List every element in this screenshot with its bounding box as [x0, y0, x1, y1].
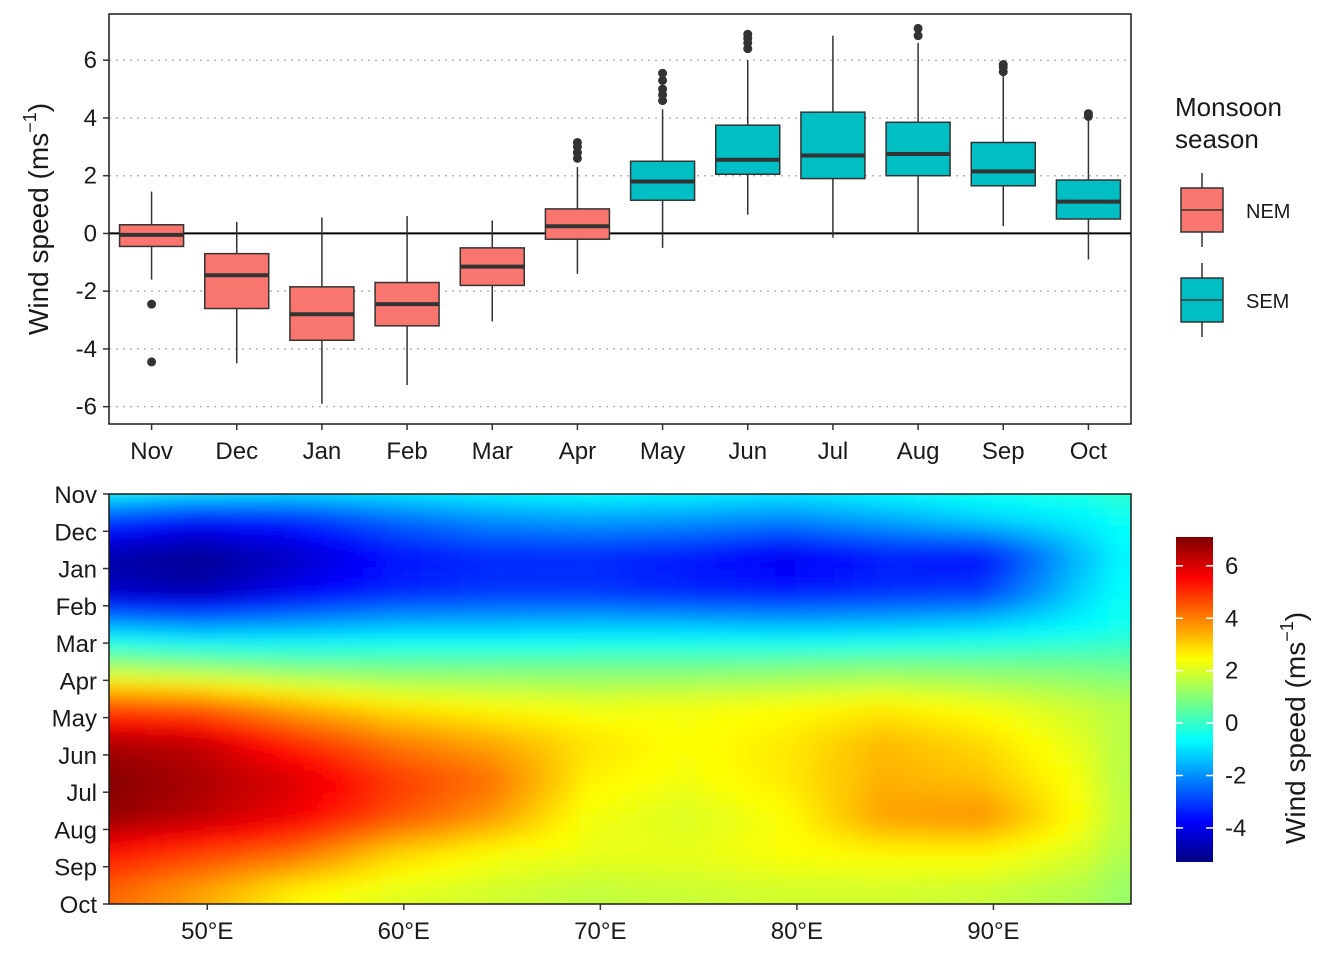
- x-tick-label: Sep: [982, 438, 1025, 465]
- legend-title-line-2: season: [1175, 124, 1259, 154]
- y-tick-label: Feb: [56, 594, 97, 621]
- box-nov: [118, 191, 185, 367]
- colorbar-bar: [1176, 537, 1213, 862]
- x-tick-label: May: [640, 438, 685, 465]
- y-tick-label: Mar: [56, 631, 97, 658]
- heatmap-cells: [109, 494, 1131, 904]
- legend-keys: NEM SEM: [1180, 173, 1290, 337]
- heatmap-x-ticks: 50°E 60°E 70°E 80°E 90°E: [181, 904, 1020, 945]
- box-aug: [885, 23, 951, 232]
- outlier-point: [147, 357, 157, 367]
- box-body: [885, 121, 951, 177]
- box-apr: [544, 137, 611, 274]
- heatmap-frame: [108, 493, 1132, 905]
- box-dec: [204, 221, 270, 364]
- season-legend: Monsoon season NEM SEM: [1175, 92, 1290, 337]
- y-tick-label: -6: [76, 394, 97, 421]
- box-body: [800, 111, 866, 180]
- box-body: [970, 141, 1036, 187]
- outlier-point: [147, 299, 157, 309]
- legend-label: SEM: [1246, 291, 1289, 313]
- box-jan: [289, 217, 355, 404]
- outlier-point: [1083, 109, 1093, 119]
- outlier-point: [572, 137, 582, 147]
- x-tick-label: Apr: [559, 438, 596, 465]
- outlier-point: [658, 68, 668, 78]
- outlier-point: [743, 29, 753, 39]
- x-tick-label: Nov: [130, 438, 173, 465]
- y-tick-label: 4: [84, 105, 97, 132]
- x-tick-label: 90°E: [967, 918, 1019, 945]
- heatmap-y-ticks: Nov Dec Jan Feb Mar Apr May Jun Jul Aug Sep Oct: [52, 482, 109, 919]
- boxplot-marks: [118, 23, 1122, 404]
- x-tick-label: 70°E: [574, 918, 626, 945]
- heatmap-panel: Nov Dec Jan Feb Mar Apr May Jun Jul Aug Sep Oct 50°…: [52, 482, 1132, 945]
- boxplot-y-axis-label: Wind speed (ms−1): [20, 103, 54, 335]
- x-tick-label: 80°E: [771, 918, 823, 945]
- boxplot-gridlines: [109, 59, 1131, 408]
- box-oct: [1055, 109, 1122, 260]
- colorbar: -4 -2 0 2 4 6 Wind speed (ms−1): [1176, 537, 1311, 862]
- x-tick-label: Aug: [897, 438, 940, 465]
- y-tick-label: Nov: [54, 482, 97, 509]
- legend-key-nem: NEM: [1180, 173, 1290, 247]
- colorbar-tick-label: 0: [1225, 710, 1238, 737]
- y-tick-label: May: [52, 706, 97, 733]
- x-tick-label: 50°E: [181, 918, 233, 945]
- box-jul: [800, 35, 866, 238]
- box-body: [544, 208, 611, 240]
- outlier-point: [658, 75, 668, 85]
- colorbar-tick-label: -4: [1225, 815, 1246, 842]
- box-sep: [970, 60, 1036, 227]
- heatmap-cell: [1109, 887, 1131, 904]
- box-mar: [459, 220, 525, 322]
- legend-title-line-1: Monsoon: [1175, 92, 1282, 122]
- outlier-point: [913, 23, 923, 33]
- colorbar-tick-label: 4: [1225, 605, 1238, 632]
- box-body: [715, 124, 781, 175]
- x-tick-label: Dec: [215, 438, 258, 465]
- x-tick-label: 60°E: [378, 918, 430, 945]
- y-tick-label: 6: [84, 47, 97, 74]
- y-tick-label: Apr: [60, 668, 97, 695]
- outlier-point: [658, 84, 668, 94]
- y-tick-label: Jan: [58, 557, 97, 584]
- boxplot-y-ticks: -6 -4 -2 0 2 4 6: [76, 47, 109, 421]
- y-tick-label: Aug: [54, 817, 97, 844]
- boxplot-panel: -6 -4 -2 0 2 4 6 Nov Dec Jan Feb Mar Apr May Jun Jul Au…: [20, 13, 1132, 465]
- y-tick-label: Jun: [58, 743, 97, 770]
- y-tick-label: -4: [76, 336, 97, 363]
- x-tick-label: Jul: [818, 438, 849, 465]
- box-may: [629, 68, 696, 248]
- box-body: [1055, 179, 1122, 220]
- y-tick-label: Oct: [60, 892, 98, 919]
- y-tick-label: Dec: [54, 519, 97, 546]
- outlier-point: [913, 31, 923, 41]
- x-tick-label: Jan: [303, 438, 342, 465]
- colorbar-tick-label: 6: [1225, 553, 1238, 580]
- colorbar-label: Wind speed (ms−1): [1277, 612, 1311, 844]
- boxplot-x-ticks: Nov Dec Jan Feb Mar Apr May Jun Jul Aug Sep Oct: [130, 424, 1107, 465]
- x-tick-label: Jun: [728, 438, 767, 465]
- box-feb: [374, 216, 440, 386]
- box-jun: [715, 29, 781, 215]
- y-tick-label: Sep: [54, 855, 97, 882]
- legend-key-sem: SEM: [1180, 263, 1289, 337]
- box-body: [204, 252, 270, 310]
- legend-label: NEM: [1246, 201, 1290, 223]
- y-tick-label: 2: [84, 163, 97, 190]
- outlier-point: [998, 60, 1008, 70]
- y-tick-label: 0: [84, 220, 97, 247]
- colorbar-tick-label: 2: [1225, 658, 1238, 685]
- x-tick-label: Mar: [472, 438, 513, 465]
- x-tick-label: Oct: [1070, 438, 1108, 465]
- boxplot-frame: [108, 13, 1132, 425]
- colorbar-tick-label: -2: [1225, 763, 1246, 790]
- colorbar-ticks: -4 -2 0 2 4 6: [1176, 553, 1246, 842]
- y-tick-label: Jul: [66, 780, 97, 807]
- y-tick-label: -2: [76, 278, 97, 305]
- x-tick-label: Feb: [386, 438, 427, 465]
